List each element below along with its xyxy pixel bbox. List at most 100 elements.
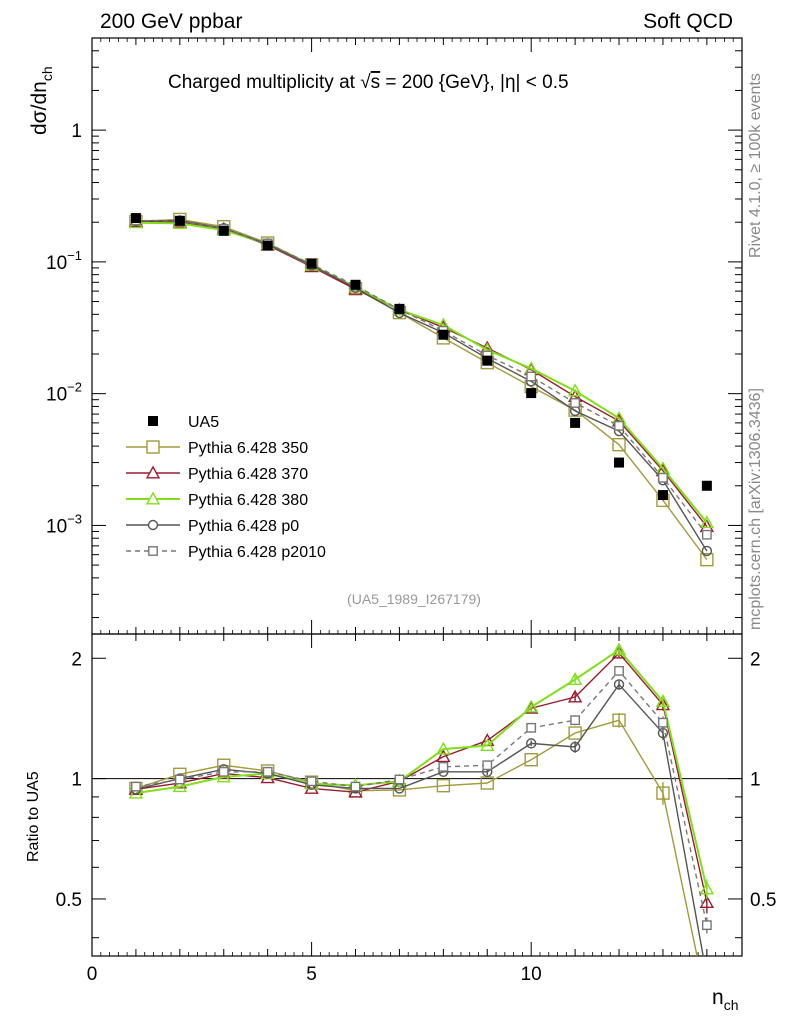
ratio-point-p350 bbox=[656, 786, 670, 800]
data-point-ua5 bbox=[482, 355, 493, 366]
point-p380 bbox=[699, 515, 715, 529]
ratio-point-p2010 bbox=[262, 766, 273, 777]
header-right: Soft QCD bbox=[643, 10, 733, 33]
legend-label-ua5: UA5 bbox=[188, 414, 219, 431]
series-line-p0 bbox=[135, 219, 708, 552]
x-label-base: n bbox=[712, 986, 724, 1009]
ratio-point-p0 bbox=[613, 679, 625, 690]
point-p2010 bbox=[614, 420, 624, 431]
ratio-point-p380 bbox=[567, 672, 583, 685]
ratio-point-p380 bbox=[699, 881, 715, 895]
ratio-point-p350 bbox=[524, 753, 538, 767]
data-point-ua5 bbox=[130, 213, 141, 224]
ratio-point-p380 bbox=[655, 693, 671, 707]
data-point-ua5 bbox=[218, 225, 229, 236]
ratio-point-p380 bbox=[436, 741, 451, 755]
tick-exp: −3 bbox=[67, 511, 82, 526]
ratio-point-p380 bbox=[172, 779, 188, 793]
legend-marker-p0 bbox=[147, 519, 159, 531]
analysis-label: (UA5_1989_I267179) bbox=[347, 591, 481, 607]
point-p380 bbox=[567, 383, 583, 397]
ratio-point-p2010 bbox=[131, 781, 141, 792]
legend-item-p350: Pythia 6.428 350 bbox=[126, 440, 308, 457]
legend-marker-p380 bbox=[145, 491, 161, 505]
legend-label-p0: Pythia 6.428 p0 bbox=[188, 518, 299, 535]
data-point-ua5 bbox=[614, 457, 625, 468]
ratio-y-tick-label-right: 2 bbox=[750, 649, 761, 670]
x-tick-label: 0 bbox=[87, 964, 98, 985]
data-point-ua5 bbox=[570, 417, 581, 428]
legend-label-p350: Pythia 6.428 350 bbox=[188, 440, 308, 457]
ratio-point-p370 bbox=[655, 697, 671, 711]
data-point-ua5 bbox=[306, 258, 317, 269]
ratio-plot-area bbox=[128, 642, 715, 956]
ratio-point-p350 bbox=[612, 713, 626, 727]
ratio-y-tick-label: 1 bbox=[71, 770, 82, 791]
plot-title: Charged multiplicity at √s = 200 {GeV}, … bbox=[168, 72, 569, 93]
tick-base: 10 bbox=[46, 385, 67, 406]
legend-label-p380: Pythia 6.428 380 bbox=[188, 492, 308, 509]
main-y-label-base: dσ/dn bbox=[28, 81, 51, 135]
ratio-point-p370 bbox=[699, 895, 715, 908]
data-point-ua5 bbox=[438, 329, 449, 340]
data-point-ua5 bbox=[657, 490, 668, 501]
legend-item-p0: Pythia 6.428 p0 bbox=[126, 518, 299, 535]
ratio-point-p2010 bbox=[526, 722, 537, 733]
main-plot-area bbox=[128, 212, 715, 567]
point-p2010 bbox=[701, 529, 712, 540]
ratio-point-p2010 bbox=[701, 920, 712, 931]
main-y-tick-label: 1 bbox=[71, 121, 82, 142]
ratio-y-tick-label-right: 1 bbox=[750, 770, 761, 791]
series-ua5-data bbox=[130, 213, 712, 501]
header-left: 200 GeV ppbar bbox=[100, 10, 242, 33]
ratio-y-tick-label-right: 0.5 bbox=[750, 890, 776, 911]
data-point-ua5 bbox=[394, 303, 405, 314]
ratio-point-p2010 bbox=[350, 781, 361, 792]
data-point-ua5 bbox=[701, 480, 712, 491]
ratio-point-p2010 bbox=[658, 717, 668, 728]
ratio-point-p350 bbox=[568, 726, 582, 740]
main-axes: 110−110−210−3 bbox=[46, 37, 743, 634]
series-line-p2010 bbox=[135, 219, 708, 536]
mcplots-site-label: mcplots.cern.ch [arXiv:1306.3436] bbox=[747, 388, 764, 630]
point-p2010 bbox=[526, 371, 537, 382]
legend-item-ua5: UA5 bbox=[148, 414, 219, 431]
ratio-point-p2010 bbox=[174, 774, 185, 785]
ratio-y-tick-label: 0.5 bbox=[56, 890, 82, 911]
ratio-line-p2010 bbox=[135, 669, 708, 926]
ratio-point-p350 bbox=[480, 776, 494, 790]
ratio-series-group bbox=[128, 642, 715, 956]
x-axis-label: nch bbox=[712, 986, 738, 1013]
ratio-point-p2010 bbox=[394, 774, 405, 785]
ratio-line-p370 bbox=[135, 652, 708, 903]
main-y-tick-label: 10−1 bbox=[46, 248, 82, 274]
legend-marker-p370 bbox=[145, 465, 161, 479]
legend-marker-ua5 bbox=[148, 416, 158, 426]
ratio-y-tick-label: 2 bbox=[71, 649, 82, 670]
title-part-2: = 200 {GeV}, |η| < 0.5 bbox=[380, 72, 568, 93]
ratio-line-p350 bbox=[135, 719, 698, 956]
legend-item-p370: Pythia 6.428 370 bbox=[126, 465, 308, 483]
main-y-tick-label: 10−3 bbox=[46, 511, 82, 537]
ratio-point-p380 bbox=[480, 738, 495, 752]
ratio-point-p2010 bbox=[306, 776, 317, 787]
ratio-point-p370 bbox=[436, 749, 451, 763]
ratio-line-p380 bbox=[135, 648, 708, 890]
tick-exp: −2 bbox=[67, 380, 82, 395]
ratio-point-p350 bbox=[436, 779, 451, 793]
main-y-axis-label: dσ/dnch bbox=[28, 66, 55, 135]
x-tick-label: 5 bbox=[306, 964, 317, 985]
ratio-line-p0 bbox=[135, 683, 704, 956]
ratio-point-p2010 bbox=[438, 761, 449, 772]
data-point-ua5 bbox=[526, 388, 537, 399]
tick-base: 10 bbox=[46, 516, 67, 537]
data-point-ua5 bbox=[350, 279, 361, 290]
point-p350 bbox=[700, 552, 714, 567]
point-p2010 bbox=[658, 472, 668, 483]
ratio-series-pythia-6-428-p2010 bbox=[131, 665, 712, 934]
tick-base: 10 bbox=[46, 253, 67, 274]
main-y-tick-label: 10−2 bbox=[46, 380, 82, 406]
legend-item-p380: Pythia 6.428 380 bbox=[126, 491, 308, 509]
series-line-p380 bbox=[135, 221, 708, 524]
